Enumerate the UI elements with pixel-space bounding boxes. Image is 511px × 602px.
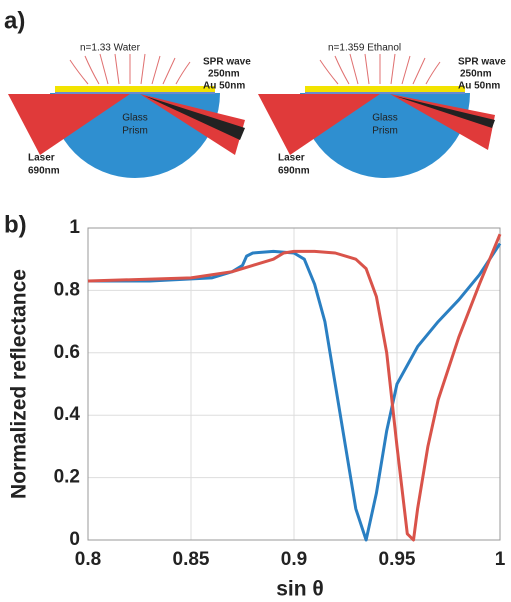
- plot-frame: [87, 227, 501, 541]
- y-tick-label: 0: [69, 529, 80, 550]
- x-tick-label: 0.95: [379, 549, 416, 570]
- x-tick-label: 1: [495, 549, 506, 570]
- thickness-label: 250nm: [208, 69, 240, 80]
- gold-label: Au 50nm: [203, 81, 245, 92]
- wave-label: SPR wave: [203, 57, 251, 68]
- diagram-right: n=1.359 Ethanol SPR wave 250nm Au 50nm L…: [258, 43, 506, 178]
- y-tick-label: 0.4: [54, 404, 81, 425]
- laser-label: Laser: [278, 153, 305, 164]
- medium-label: n=1.359 Ethanol: [328, 43, 401, 54]
- plot: 0 0.2 0.4 0.6 0.8 1 0.8 0.85 0.9 0.95 1: [54, 217, 506, 570]
- data-line: [88, 242, 502, 542]
- x-tick-label: 0.9: [281, 549, 307, 570]
- panel-label: b): [4, 211, 27, 238]
- prism-label: Prism: [122, 126, 148, 137]
- prism-label: Glass: [372, 113, 398, 124]
- y-tick-label: 0.2: [54, 467, 80, 488]
- y-tick-label: 0.6: [54, 342, 80, 363]
- diagram-left: n=1.33 Water SPR wave 250nm Au 50nm Lase…: [8, 43, 251, 178]
- y-tick-label: 0.8: [54, 279, 80, 300]
- data-line: [87, 233, 502, 542]
- gold-label: Au 50nm: [458, 81, 500, 92]
- y-axis-label: Normalized reflectance: [8, 269, 31, 499]
- y-tick-label: 1: [69, 217, 80, 238]
- x-tick-label: 0.85: [173, 549, 210, 570]
- wave-label: SPR wave: [458, 57, 506, 68]
- laser-label: Laser: [28, 153, 55, 164]
- wavelength-label: 690nm: [278, 166, 310, 177]
- prism-label: Prism: [372, 126, 398, 137]
- thickness-label: 250nm: [460, 69, 492, 80]
- wavelength-label: 690nm: [28, 166, 60, 177]
- panel-label: a): [4, 7, 25, 34]
- prism-label: Glass: [122, 113, 148, 124]
- medium-label: n=1.33 Water: [80, 43, 141, 54]
- x-tick-label: 0.8: [75, 549, 101, 570]
- x-axis-label: sin θ: [276, 578, 324, 601]
